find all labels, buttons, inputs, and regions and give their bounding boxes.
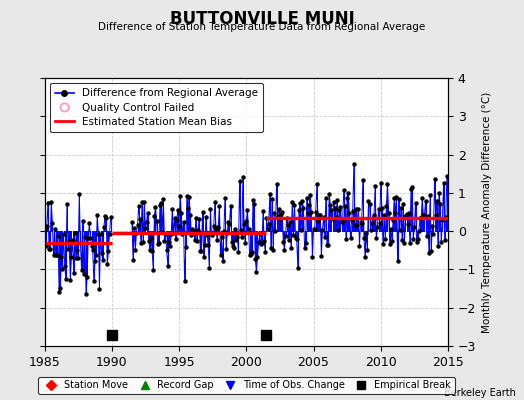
Legend: Station Move, Record Gap, Time of Obs. Change, Empirical Break: Station Move, Record Gap, Time of Obs. C… — [38, 376, 455, 394]
Text: Berkeley Earth: Berkeley Earth — [444, 388, 516, 398]
Y-axis label: Monthly Temperature Anomaly Difference (°C): Monthly Temperature Anomaly Difference (… — [482, 91, 492, 333]
Text: Difference of Station Temperature Data from Regional Average: Difference of Station Temperature Data f… — [99, 22, 425, 32]
Legend: Difference from Regional Average, Quality Control Failed, Estimated Station Mean: Difference from Regional Average, Qualit… — [50, 83, 263, 132]
Text: BUTTONVILLE MUNI: BUTTONVILLE MUNI — [170, 10, 354, 28]
